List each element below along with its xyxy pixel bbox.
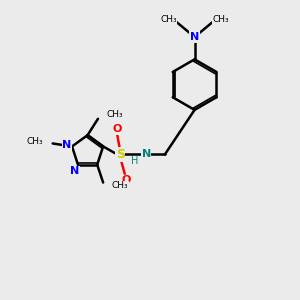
Text: N: N	[62, 140, 71, 150]
Text: CH₃: CH₃	[112, 181, 128, 190]
Text: CH₃: CH₃	[160, 15, 177, 24]
Text: CH₃: CH₃	[27, 137, 43, 146]
Text: CH₃: CH₃	[212, 15, 229, 24]
Text: O: O	[112, 124, 122, 134]
Text: H: H	[131, 156, 139, 166]
Text: N: N	[142, 149, 151, 160]
Text: S: S	[116, 148, 125, 161]
Text: CH₃: CH₃	[106, 110, 123, 119]
Text: N: N	[190, 32, 199, 42]
Text: N: N	[70, 166, 80, 176]
Text: O: O	[122, 175, 131, 185]
